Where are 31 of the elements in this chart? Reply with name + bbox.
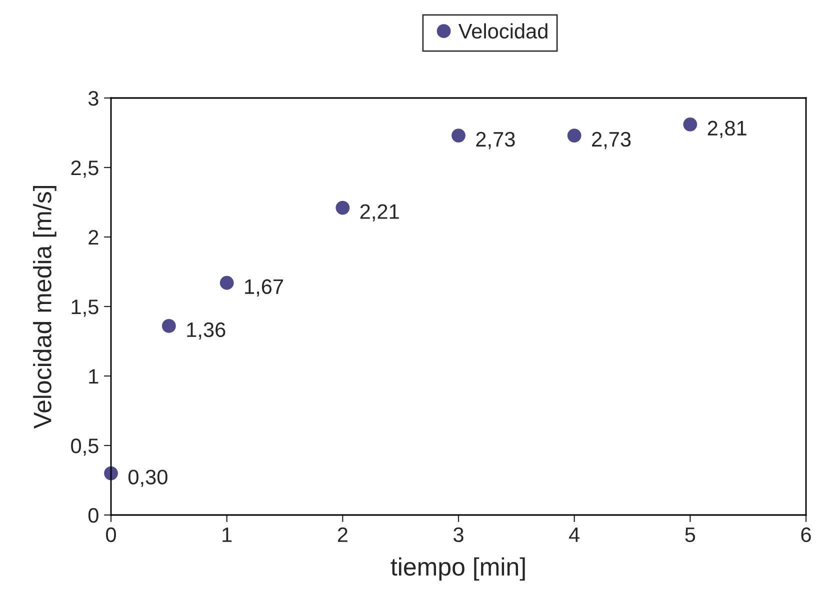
point (162, 319, 176, 333)
y-tick-label: 1 (89, 369, 98, 384)
y-tick-label: 0 (88, 508, 98, 523)
y-tick-label: 0,5 (71, 438, 98, 456)
point (683, 117, 698, 132)
point (452, 128, 466, 142)
x-tick-label: 0 (106, 527, 116, 542)
y-axis-title: Velocidad media [m/s] (33, 186, 56, 429)
data-label: 1,67 (245, 279, 283, 296)
data-label: 2,81 (708, 120, 746, 138)
point (567, 128, 582, 142)
x-tick-label: 5 (685, 528, 696, 542)
x-tick-label: 3 (454, 527, 464, 542)
x-axis-title: tiempo [min] (390, 557, 525, 581)
data-label: 1,36 (187, 322, 226, 340)
x-tick-label: 4 (569, 528, 580, 542)
y-tick-label: 2,5 (71, 160, 98, 178)
point (336, 200, 350, 215)
data-label: 2,73 (592, 132, 631, 150)
data-label: 2,21 (360, 204, 399, 222)
y-tick-label: 1,5 (72, 300, 98, 317)
data-label: 0,30 (128, 470, 168, 487)
x-tick-label: 1 (222, 528, 232, 542)
y-tick-label: 2 (88, 230, 98, 245)
x-tick-label: 2 (338, 527, 348, 542)
y-tick-label: 3 (88, 91, 98, 106)
point (220, 276, 234, 290)
x-tick-label: 6 (801, 527, 811, 542)
legend-label: Velocidad (458, 23, 548, 39)
data-label: 2,73 (476, 132, 515, 150)
point (104, 466, 118, 480)
